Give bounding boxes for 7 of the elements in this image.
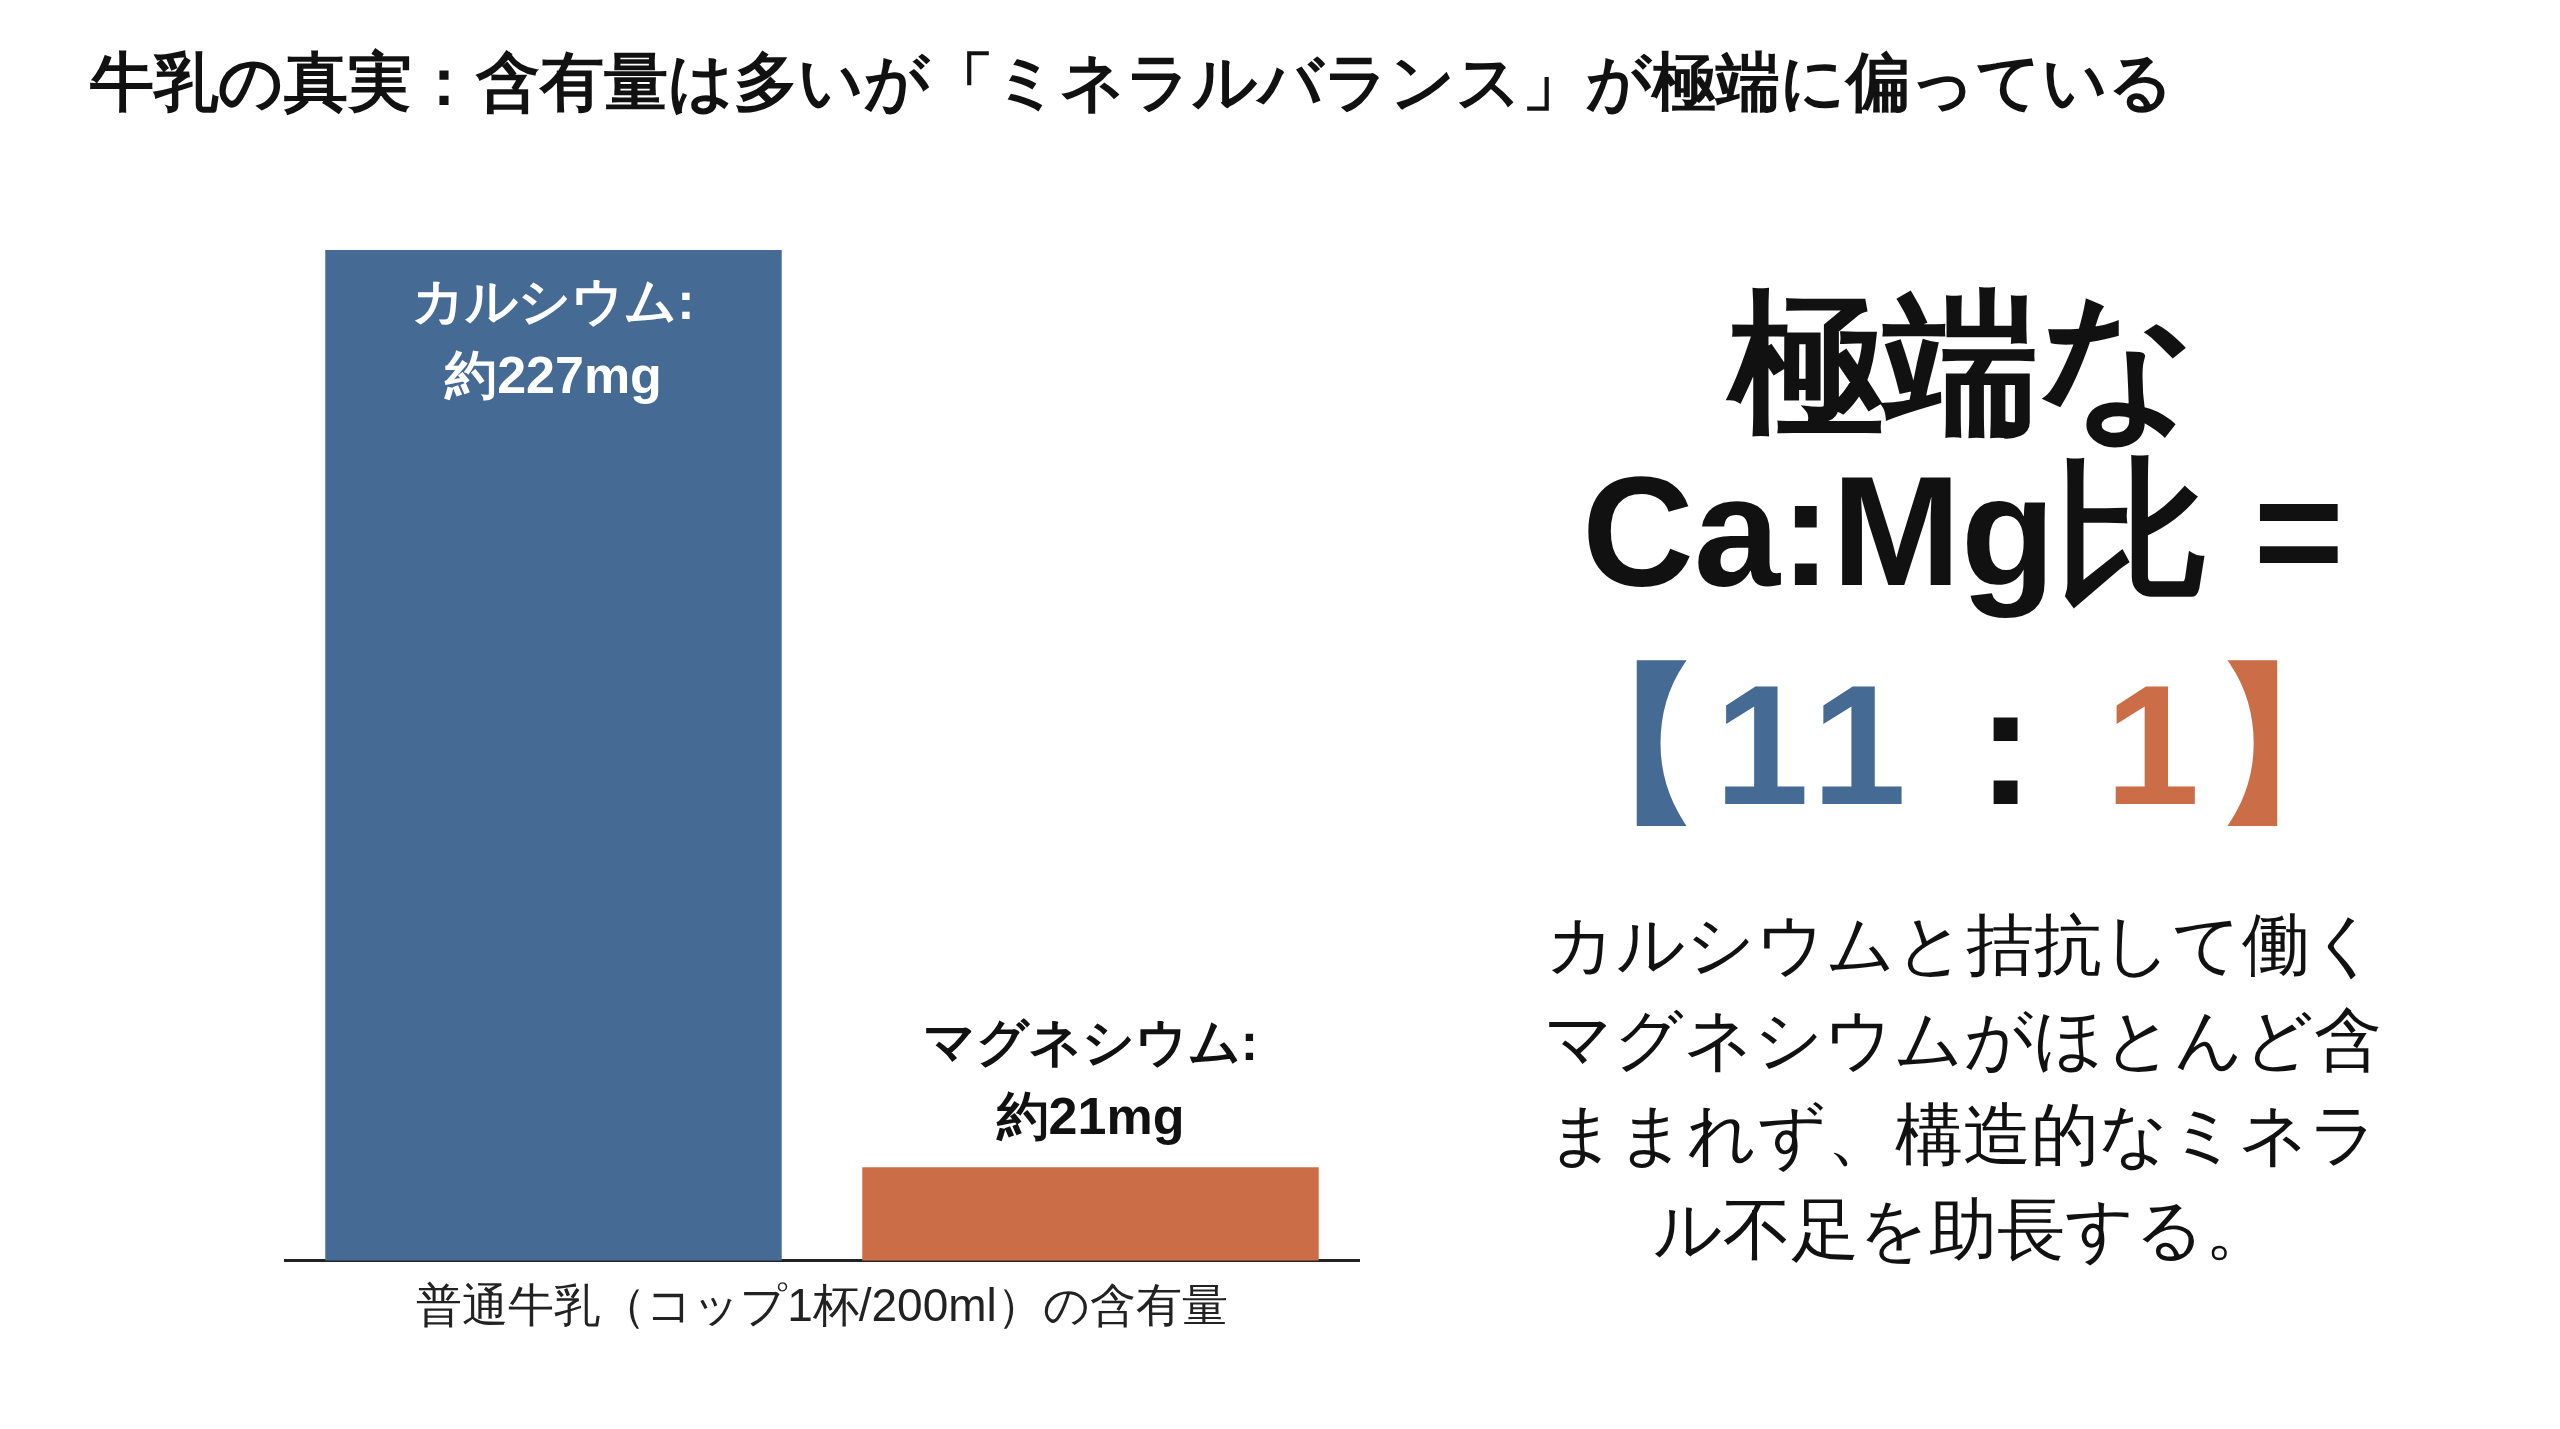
chart-title: 牛乳の真実：含有量は多いが「ミネラルバランス」が極端に偏っている — [90, 45, 2174, 120]
text: カルシウムと拮抗して働くマグネシウムがほとんど含ままれず、構造的なミネラル不足を助長する。 — [1543, 905, 2383, 1269]
text: 【11 : 1】 — [1532, 650, 2394, 840]
data-label: マグネシウム: 約21mg — [922, 1012, 1259, 1145]
data-label: カルシウム: 約227mg — [412, 272, 695, 405]
x-axis-title: 普通牛乳（コップ1杯/200ml）の含有量 — [416, 1279, 1228, 1332]
text: 極端な Ca:Mg比 = — [1580, 277, 2346, 618]
